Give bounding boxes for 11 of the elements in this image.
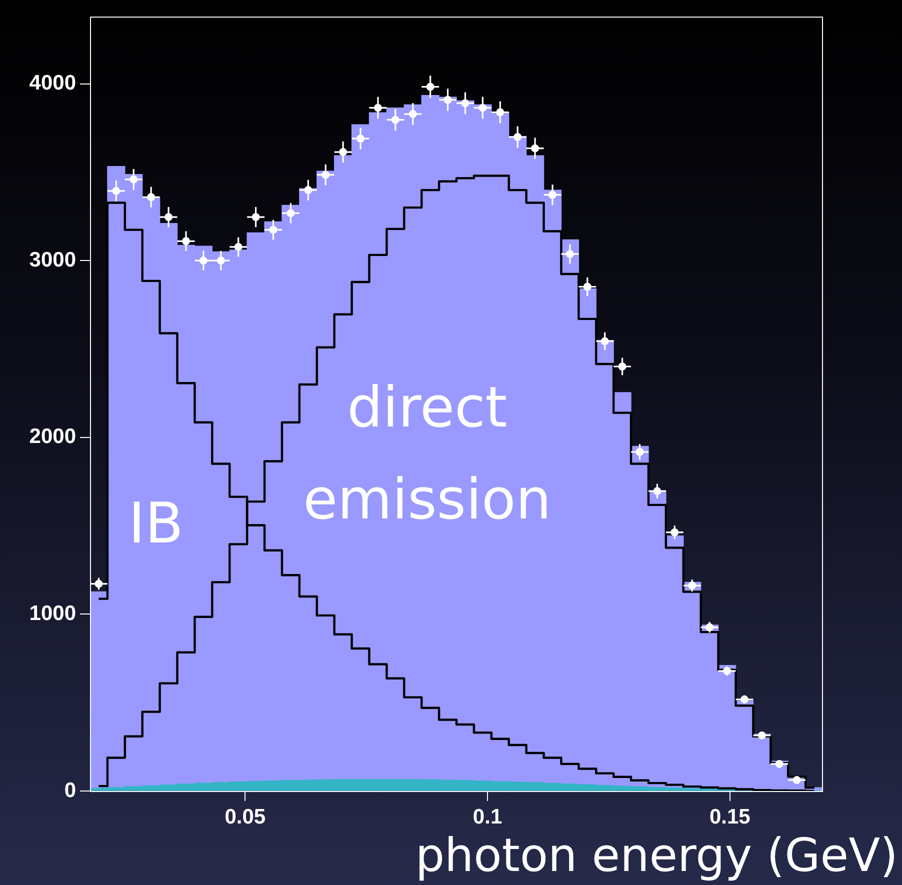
y-tick-label: 3000 — [29, 248, 76, 272]
y-tick-label: 2000 — [29, 425, 76, 448]
y-tick-label: 4000 — [29, 72, 76, 95]
annotation: IB — [128, 491, 184, 556]
x-axis-title: photon energy (GeV) — [415, 828, 898, 882]
x-tick-label: 0.1 — [472, 805, 502, 828]
annotation: direct emission — [303, 376, 552, 533]
y-tick-label: 1000 — [29, 602, 76, 625]
x-tick-label: 0.05 — [224, 805, 266, 828]
x-tick-label: 0.15 — [709, 805, 751, 828]
y-tick-label: 0 — [64, 778, 76, 802]
